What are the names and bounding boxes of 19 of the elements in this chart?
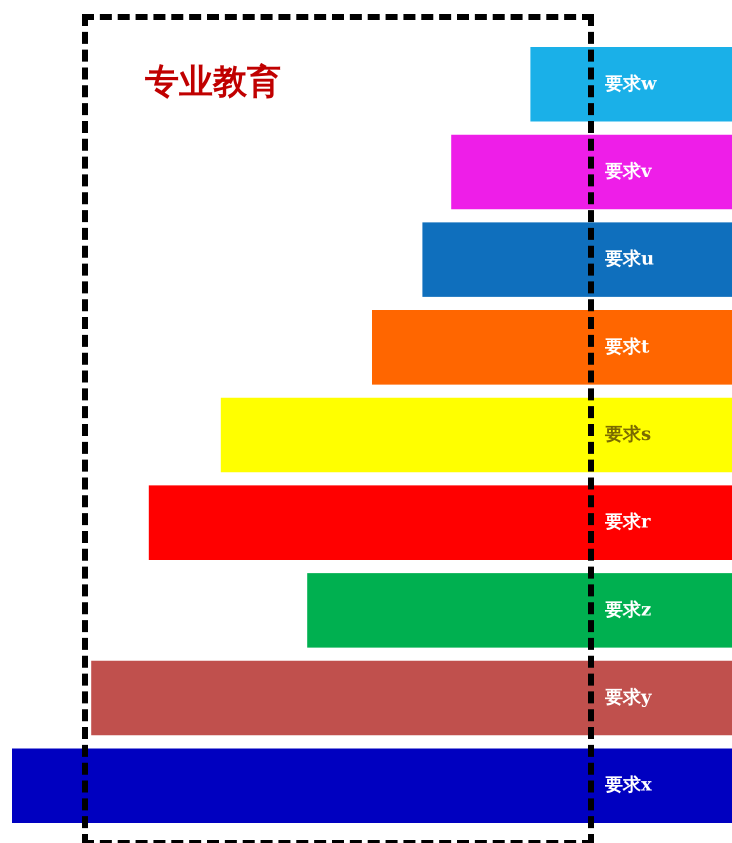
y-tick-label: 要求u (604, 248, 654, 270)
y-tick-label: 要求y (604, 687, 652, 708)
y-tick-label: 要求r (604, 512, 651, 533)
bar (91, 660, 732, 736)
bar (12, 748, 732, 823)
y-tick-label: 要求v (604, 160, 652, 182)
bar (307, 573, 732, 648)
bar (530, 47, 732, 122)
bar (220, 398, 732, 472)
bar (372, 310, 732, 385)
y-tick-label: 要求x (604, 774, 652, 796)
y-tick-label: 要求s (604, 424, 652, 445)
bar (451, 134, 732, 210)
bar (148, 485, 732, 560)
bar (422, 222, 732, 297)
y-tick-label: 要求t (604, 336, 650, 358)
text: 专业教育 (144, 62, 281, 102)
y-tick-label: 要求z (604, 599, 652, 620)
y-tick-label: 要求w (604, 73, 657, 94)
